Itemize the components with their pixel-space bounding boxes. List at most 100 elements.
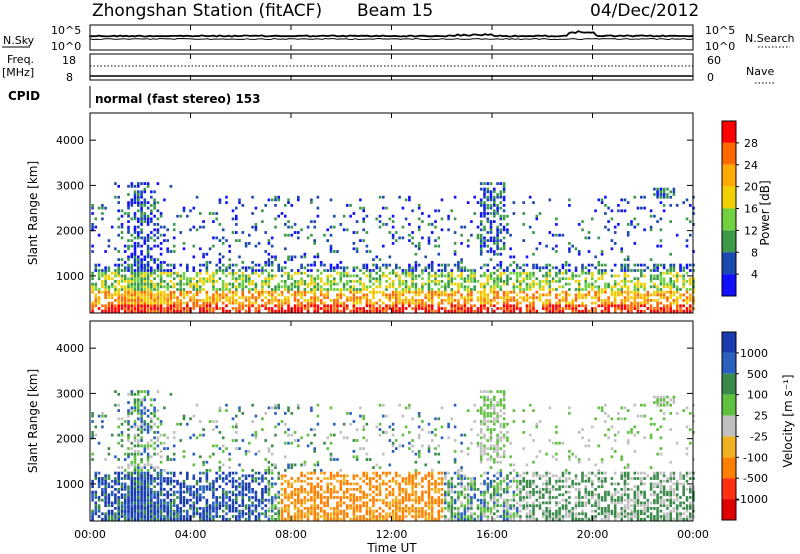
power-cell — [368, 280, 372, 283]
velocity-cell — [133, 458, 137, 461]
velocity-cell — [101, 498, 104, 502]
power-cell — [538, 212, 542, 215]
velocity-cell — [133, 504, 137, 508]
power-cell — [486, 217, 490, 221]
power-cell — [502, 182, 506, 185]
power-cell — [208, 301, 212, 305]
velocity-cell — [323, 477, 326, 480]
power-cell — [104, 296, 107, 300]
velocity-cell — [156, 474, 160, 478]
power-cell — [620, 293, 623, 297]
velocity-cell — [123, 515, 127, 518]
power-cell — [336, 307, 339, 310]
power-cell — [140, 204, 143, 207]
power-cell — [316, 277, 320, 281]
velocity-cell — [241, 498, 245, 502]
power-cell — [506, 299, 509, 302]
power-cell — [316, 307, 320, 310]
velocity-cell — [156, 439, 160, 442]
power-cell — [140, 258, 143, 261]
velocity-cell — [284, 455, 287, 459]
power-cell — [659, 296, 663, 300]
power-cell — [208, 212, 212, 215]
power-cell — [548, 307, 552, 310]
power-cell — [659, 277, 663, 281]
velocity-cell — [140, 417, 143, 421]
velocity-cell — [346, 496, 349, 499]
power-cell — [623, 299, 627, 302]
velocity-cell — [127, 471, 130, 475]
velocity-cell — [398, 403, 401, 407]
power-cell — [463, 266, 467, 270]
velocity-cell — [310, 485, 313, 489]
velocity-cell — [244, 507, 248, 510]
velocity-cell — [297, 477, 300, 480]
velocity-cell — [447, 509, 450, 513]
power-cell — [326, 309, 329, 313]
velocity-cell — [205, 515, 209, 518]
power-cell — [176, 274, 179, 278]
power-cell — [538, 285, 542, 289]
power-cell — [284, 247, 287, 251]
power-cell — [130, 255, 134, 259]
power-cell — [414, 244, 418, 248]
power-cell — [571, 277, 574, 281]
velocity-cell — [352, 509, 356, 513]
power-cell — [378, 266, 382, 270]
power-cell — [440, 280, 444, 283]
power-cell — [146, 266, 150, 270]
power-cell — [577, 293, 581, 297]
velocity-cell — [120, 431, 124, 434]
power-cell — [577, 296, 581, 300]
velocity-cell — [333, 474, 336, 478]
power-cell — [630, 223, 633, 226]
power-cell — [640, 269, 643, 272]
velocity-cell — [146, 477, 150, 480]
velocity-cell — [297, 512, 300, 516]
velocity-cell — [137, 488, 140, 491]
power-cell — [604, 304, 607, 308]
power-cell — [284, 285, 287, 289]
power-cell — [542, 301, 545, 305]
power-cell — [333, 277, 336, 281]
velocity-cell — [372, 496, 375, 499]
power-cell — [208, 247, 212, 251]
power-cell — [479, 290, 483, 294]
power-cell — [365, 299, 369, 302]
power-cell — [470, 220, 473, 223]
power-cell — [620, 269, 623, 272]
velocity-cell — [284, 469, 287, 472]
power-cell — [489, 212, 493, 215]
power-cell — [577, 282, 581, 286]
power-cell — [653, 290, 656, 294]
power-cell — [179, 307, 182, 310]
velocity-cell — [205, 477, 209, 480]
velocity-cell — [264, 515, 267, 518]
power-cell — [284, 299, 287, 302]
velocity-cell — [228, 507, 231, 510]
power-cell — [679, 274, 682, 278]
power-cell — [502, 296, 506, 300]
velocity-cell — [297, 496, 300, 499]
power-cell — [261, 280, 264, 283]
power-cell — [577, 288, 581, 291]
velocity-cell — [365, 496, 369, 499]
velocity-cell — [414, 490, 418, 494]
velocity-cell — [450, 507, 454, 510]
power-cell — [208, 280, 212, 283]
power-cell — [447, 282, 450, 286]
velocity-cell — [130, 482, 134, 486]
power-cell — [316, 285, 320, 289]
power-cell — [496, 252, 499, 256]
power-cell — [450, 293, 454, 297]
power-cell — [597, 288, 601, 291]
power-cell — [610, 269, 614, 272]
velocity-cell — [352, 515, 356, 518]
velocity-cell — [417, 450, 421, 453]
velocity-cell — [388, 490, 392, 494]
velocity-cell — [460, 490, 463, 494]
velocity-cell — [143, 409, 147, 412]
velocity-cell — [450, 509, 454, 513]
power-cell — [235, 277, 238, 281]
power-cell — [404, 198, 408, 202]
